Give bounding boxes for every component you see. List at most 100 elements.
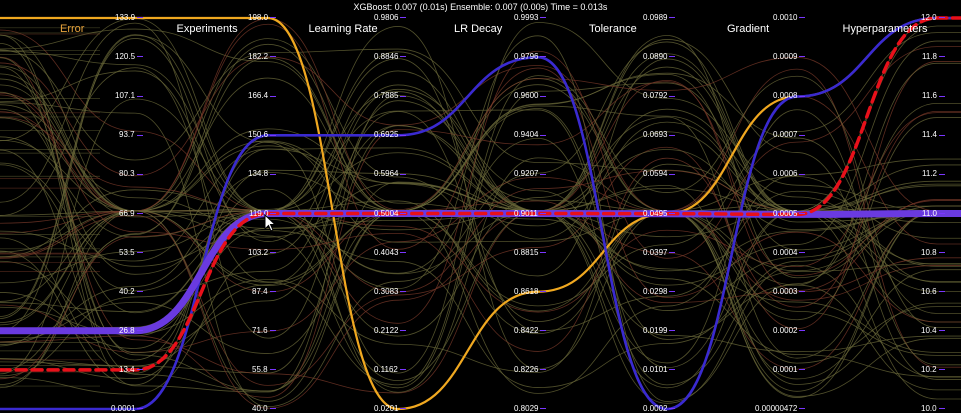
- tick-marker: [669, 408, 676, 410]
- axis-tick-label: 11.8: [922, 52, 945, 61]
- tick-marker: [400, 17, 407, 19]
- axis-title-gradient[interactable]: Gradient: [727, 23, 770, 35]
- data-line[interactable]: [0, 66, 961, 391]
- axis-tick-label: 40.0: [252, 404, 276, 413]
- tick-marker: [938, 95, 945, 97]
- tick-marker: [799, 17, 806, 19]
- data-line[interactable]: [0, 105, 961, 284]
- axis-tick-label: 0.0002: [643, 404, 676, 413]
- data-line[interactable]: [0, 84, 961, 395]
- data-line[interactable]: [0, 163, 961, 373]
- tick-marker: [540, 173, 547, 175]
- axis-title-hyperparameters[interactable]: Hyperparameters: [842, 23, 928, 35]
- tick-marker: [539, 212, 546, 214]
- axis-tick-label: 0.0397: [643, 248, 676, 257]
- data-line[interactable]: [0, 35, 961, 319]
- data-line[interactable]: [0, 94, 961, 352]
- axis-tick-label: 10.4: [921, 326, 945, 335]
- data-line[interactable]: [0, 164, 961, 380]
- axis-tick-label: 0.0010: [773, 13, 806, 22]
- data-line[interactable]: [0, 136, 961, 382]
- tick-marker: [938, 408, 945, 410]
- axis-title-tolerance[interactable]: Tolerance: [589, 23, 637, 35]
- data-line[interactable]: [0, 40, 961, 286]
- data-line[interactable]: [0, 35, 961, 402]
- axis-title-experiments[interactable]: Experiments: [176, 23, 238, 35]
- data-line[interactable]: [0, 158, 961, 394]
- tick-marker: [669, 17, 676, 19]
- tick-marker: [400, 173, 407, 175]
- tick-marker: [136, 330, 143, 332]
- data-line[interactable]: [0, 18, 961, 224]
- status-text: XGBoost: 0.007 (0.01s) Ensemble: 0.007 (…: [353, 2, 608, 12]
- axis-tick-label: 0.0007: [773, 130, 806, 139]
- data-line[interactable]: [0, 176, 961, 353]
- tick-marker: [136, 291, 143, 293]
- axis-tick-label: 71.6: [252, 326, 276, 335]
- axis-tick-label: 0.0001: [773, 365, 806, 374]
- data-line[interactable]: [0, 61, 961, 386]
- tick-marker: [136, 212, 143, 214]
- tick-marker: [938, 134, 945, 136]
- tick-marker: [669, 173, 676, 175]
- axis-tick-label: 0.0101: [643, 365, 676, 374]
- data-line[interactable]: [0, 125, 961, 374]
- axis-tick-label: 0.0006: [773, 169, 806, 178]
- data-line[interactable]: [0, 18, 961, 370]
- axis-title-error[interactable]: Error: [60, 23, 85, 35]
- highlighted-line-red-dashed[interactable]: [0, 16, 961, 372]
- axis-tick-label: 107.1: [115, 91, 144, 100]
- tick-marker: [540, 17, 547, 19]
- axis-title-learning-rate[interactable]: Learning Rate: [308, 23, 378, 35]
- data-line[interactable]: [0, 18, 961, 369]
- axis-tick-label: 55.8: [252, 365, 276, 374]
- tick-marker: [540, 408, 547, 410]
- tick-marker: [270, 212, 277, 214]
- axis-tick-label: 26.8: [119, 326, 143, 335]
- axis-tick-label: 0.0890: [643, 52, 676, 61]
- axis-tick-label: 120.5: [115, 52, 144, 61]
- axis-tick-label: 11.2: [922, 169, 945, 178]
- tick-marker: [400, 56, 407, 58]
- data-line[interactable]: [0, 57, 961, 393]
- axis-tick-label: 13.4: [119, 365, 143, 374]
- data-line[interactable]: [0, 50, 961, 356]
- data-line[interactable]: [0, 62, 961, 345]
- tick-marker: [540, 291, 547, 293]
- tick-marker: [137, 17, 144, 19]
- axis-title-lr-decay[interactable]: LR Decay: [454, 23, 503, 35]
- axis-tick-label: 0.1162: [374, 365, 406, 374]
- data-line[interactable]: [0, 80, 961, 409]
- data-line[interactable]: [0, 56, 961, 394]
- data-line[interactable]: [0, 56, 961, 245]
- data-line[interactable]: [0, 67, 961, 386]
- tick-marker: [799, 251, 806, 253]
- axis-tick-label: 0.0001: [111, 404, 144, 413]
- data-line[interactable]: [0, 91, 961, 359]
- highlighted-line-blue[interactable]: [0, 16, 961, 411]
- tick-marker: [400, 95, 407, 97]
- tick-marker: [136, 251, 143, 253]
- data-line[interactable]: [0, 46, 961, 324]
- tick-marker: [137, 56, 144, 58]
- data-line[interactable]: [0, 48, 961, 212]
- data-line[interactable]: [0, 57, 961, 385]
- axis-tick-label: 0.0008: [773, 91, 806, 100]
- data-line[interactable]: [0, 147, 961, 385]
- axis-tick-label: 0.0201: [374, 404, 407, 413]
- data-line[interactable]: [0, 22, 961, 374]
- data-line[interactable]: [0, 81, 961, 398]
- axis-tick-label: 0.8226: [514, 365, 547, 374]
- axis-tick-label: 0.0002: [773, 326, 806, 335]
- data-line[interactable]: [0, 88, 961, 377]
- tick-marker: [540, 134, 547, 136]
- data-line[interactable]: [0, 28, 961, 314]
- axis-tick-label: 11.0: [922, 209, 945, 218]
- axis-tick-label: 0.2122: [374, 326, 407, 335]
- data-line[interactable]: [0, 53, 961, 389]
- tick-marker: [938, 291, 945, 293]
- axis-tick-label: 198.0: [248, 13, 277, 22]
- tick-marker: [799, 95, 806, 97]
- data-line[interactable]: [0, 68, 961, 368]
